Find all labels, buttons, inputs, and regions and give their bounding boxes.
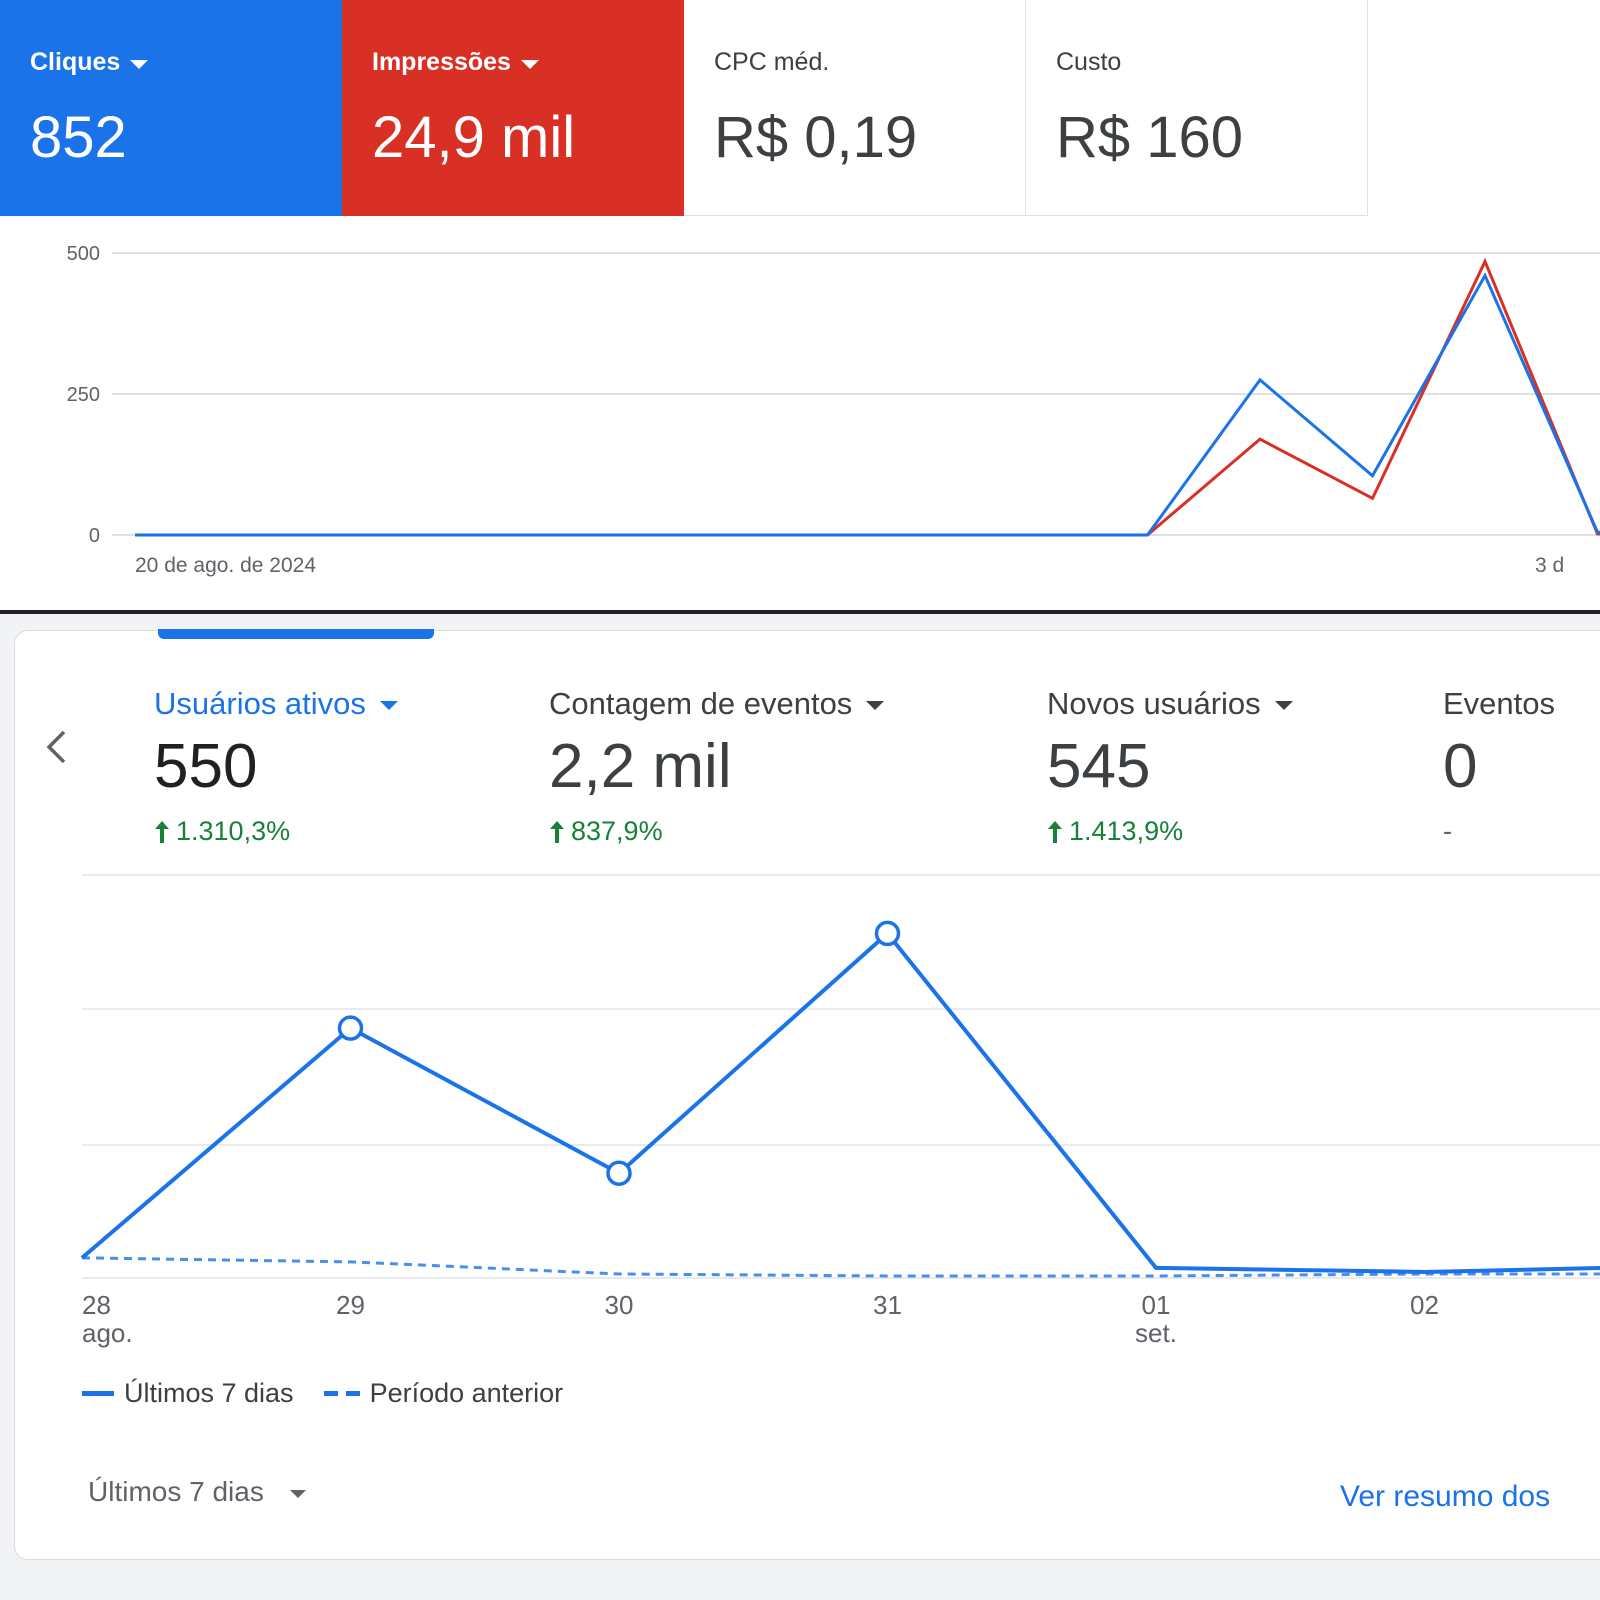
- view-summary-link[interactable]: Ver resumo dos: [1340, 1480, 1551, 1513]
- date-range-label: Últimos 7 dias: [88, 1476, 264, 1507]
- metric-change: 837,9%: [549, 816, 884, 847]
- scorecard-cliques[interactable]: Cliques 852: [0, 0, 342, 216]
- scorecard-label: Custo: [1056, 48, 1121, 77]
- metric-usuarios-ativos[interactable]: Usuários ativos 550 1.310,3%: [154, 686, 398, 847]
- chevron-left-icon-graphic: [46, 730, 66, 764]
- scorecard-label-text: CPC méd.: [714, 48, 830, 76]
- caret-down-icon[interactable]: [379, 701, 398, 710]
- legend-item-current[interactable]: Últimos 7 dias: [82, 1378, 294, 1409]
- metric-change: -: [1443, 816, 1555, 847]
- caret-down-icon[interactable]: [866, 701, 885, 710]
- scorecard-value: R$ 160: [1056, 105, 1244, 170]
- y-tick-label: 500: [67, 243, 100, 265]
- metric-value: 545: [1047, 732, 1151, 801]
- ga-overview-card: [14, 630, 1600, 1560]
- metric-value: 550: [154, 732, 258, 801]
- scorecard-label: Cliques: [30, 48, 149, 77]
- series-line-current: [80, 930, 1600, 1274]
- x-tick-label: 02: [1410, 1290, 1439, 1320]
- ads-scorecards: Cliques 852 Impressões 24,9 mil CPC méd.…: [0, 0, 1370, 216]
- metric-label-text: Usuários ativos: [154, 686, 366, 721]
- metric-value: 0: [1443, 732, 1478, 801]
- metric-label-text: Eventos: [1443, 686, 1556, 721]
- caret-down-icon: [289, 1489, 306, 1498]
- metric-change: 1.413,9%: [1047, 816, 1293, 847]
- metric-novos-usuarios[interactable]: Novos usuários 545 1.413,9%: [1047, 686, 1293, 847]
- x-tick-label: 01: [1142, 1290, 1171, 1320]
- scorecard-cpc[interactable]: CPC méd. R$ 0,19: [684, 0, 1026, 216]
- series-line-previous: [81, 1256, 1600, 1278]
- y-tick-label: 250: [67, 384, 100, 406]
- scorecard-custo[interactable]: Custo R$ 160: [1026, 0, 1368, 216]
- scorecard-impressoes[interactable]: Impressões 24,9 mil: [342, 0, 684, 216]
- x-tick-label: 29: [336, 1290, 365, 1320]
- ads-overview-panel: Cliques 852 Impressões 24,9 mil CPC méd.…: [0, 0, 1600, 614]
- scorecard-value: R$ 0,19: [714, 105, 918, 170]
- x-tick-sublabel: ago.: [82, 1318, 133, 1348]
- scorecard-value: 852: [30, 105, 127, 170]
- scorecard-label: CPC méd.: [714, 48, 829, 77]
- metric-eventos[interactable]: Eventos 0 -: [1443, 686, 1555, 847]
- metric-label: Usuários ativos: [154, 686, 398, 722]
- metric-value: 2,2 mil: [549, 732, 732, 801]
- scorecard-label-text: Custo: [1056, 48, 1122, 76]
- metric-contagem-eventos[interactable]: Contagem de eventos 2,2 mil 837,9%: [549, 686, 885, 847]
- metric-label: Novos usuários: [1047, 686, 1293, 722]
- data-point: [337, 1015, 364, 1041]
- chevron-left-icon[interactable]: [38, 724, 74, 770]
- metric-change-text: 1.310,3%: [176, 816, 291, 846]
- scorecard-label-text: Impressões: [372, 48, 511, 76]
- arrow-up-icon: [1048, 820, 1062, 843]
- scorecard-label: Impressões: [372, 48, 539, 77]
- arrow-up-icon: [550, 820, 564, 843]
- x-tick-label: 31: [873, 1290, 902, 1320]
- legend-label: Período anterior: [369, 1378, 564, 1408]
- x-tick-label: 28: [82, 1290, 111, 1320]
- arrow-up-icon: [155, 820, 169, 843]
- metric-change-text: 1.413,9%: [1069, 816, 1184, 846]
- legend-label: Últimos 7 dias: [124, 1378, 294, 1408]
- series-line: [135, 257, 1600, 537]
- caret-down-icon[interactable]: [1274, 701, 1293, 710]
- x-tick-sublabel: set.: [1135, 1318, 1177, 1348]
- metric-change-text: -: [1443, 816, 1452, 846]
- x-tick-label: 30: [605, 1290, 634, 1320]
- ads-performance-chart: 0 250 500 20 de ago. de 2024 3 d: [67, 243, 1600, 577]
- caret-down-icon[interactable]: [130, 59, 149, 69]
- date-range-dropdown[interactable]: Últimos 7 dias: [88, 1476, 306, 1508]
- metric-change-text: 837,9%: [571, 816, 663, 846]
- active-tab-indicator: [158, 629, 434, 639]
- scorecard-label-text: Cliques: [30, 48, 121, 76]
- metric-label-text: Contagem de eventos: [549, 686, 853, 721]
- metric-label: Contagem de eventos: [549, 686, 885, 722]
- x-tick-label: 3 d: [1535, 554, 1564, 577]
- chart-legend: Últimos 7 dias Período anterior: [82, 1378, 579, 1409]
- legend-dashed-swatch: [323, 1391, 360, 1396]
- data-point: [874, 920, 901, 947]
- data-point: [606, 1160, 632, 1186]
- caret-down-icon[interactable]: [520, 59, 539, 69]
- metric-label-text: Novos usuários: [1047, 686, 1261, 721]
- legend-item-previous[interactable]: Período anterior: [323, 1378, 564, 1409]
- x-tick-label: 20 de ago. de 2024: [135, 554, 316, 577]
- series-line: [135, 272, 1600, 537]
- scorecard-value: 24,9 mil: [372, 105, 576, 170]
- y-tick-label: 0: [89, 525, 100, 547]
- metric-label: Eventos: [1443, 686, 1555, 722]
- metric-change: 1.310,3%: [154, 816, 398, 847]
- legend-solid-swatch: [82, 1391, 114, 1396]
